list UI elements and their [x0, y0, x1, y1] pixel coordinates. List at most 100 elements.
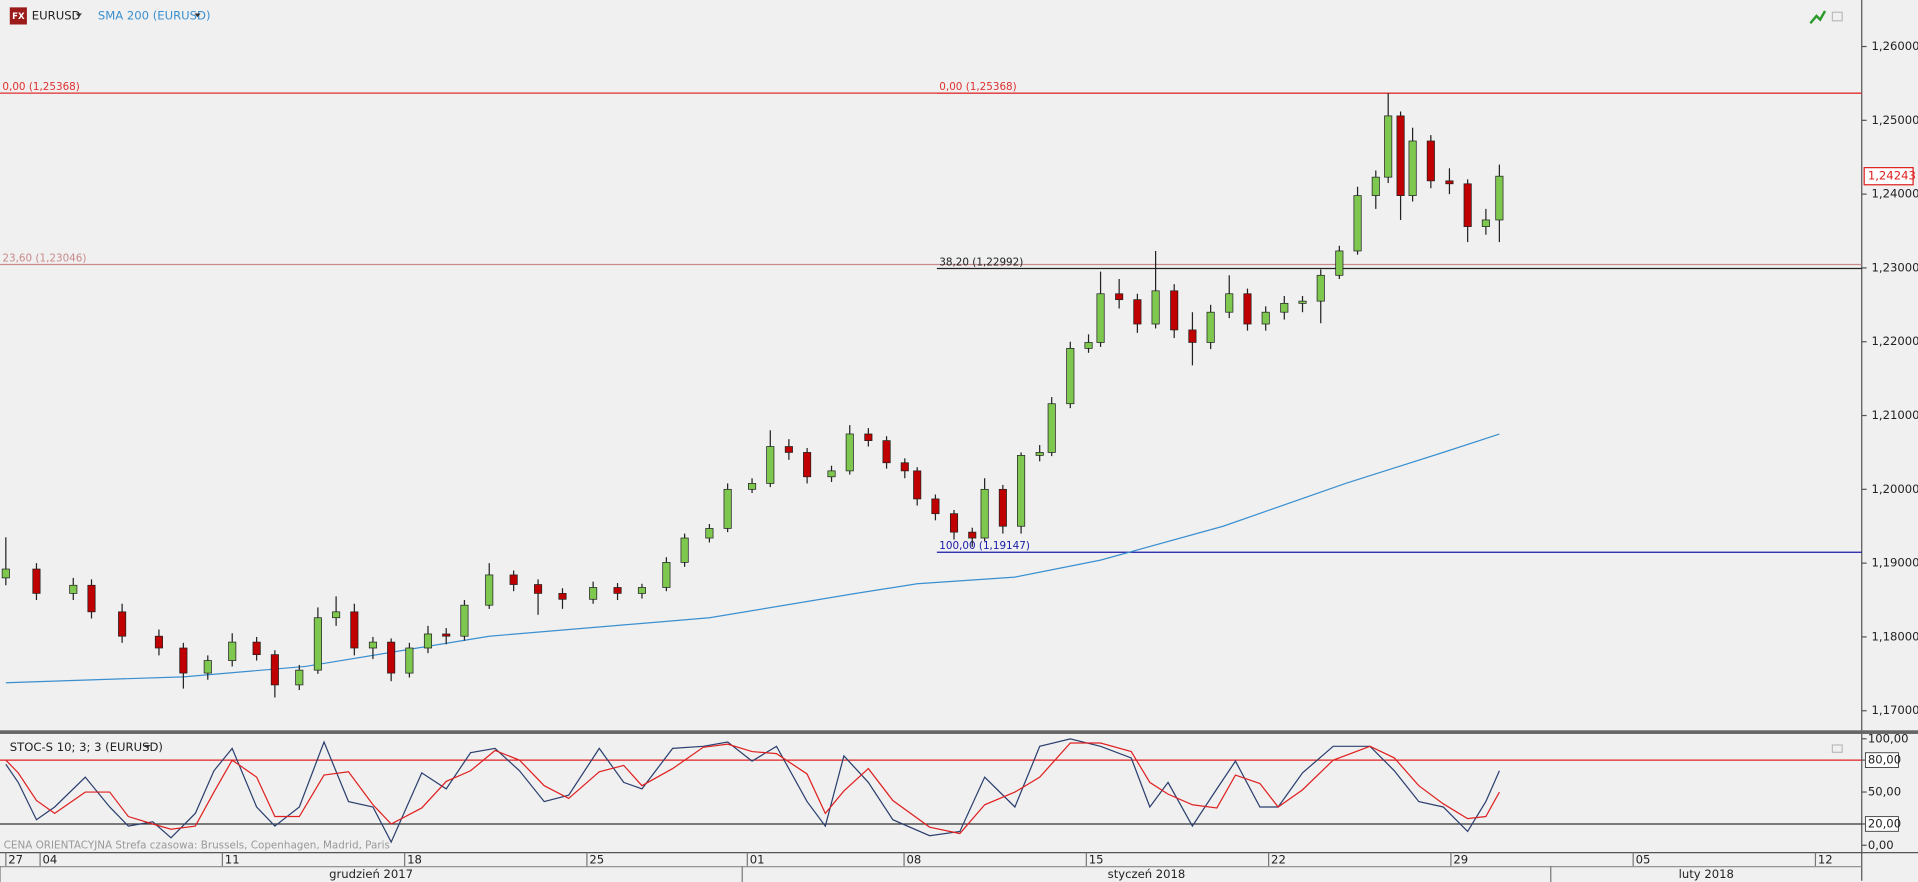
candle-body [1096, 293, 1105, 343]
candle-body [913, 470, 922, 500]
candle-body [864, 433, 873, 441]
fib-level-label: 0,00 (1,25368) [939, 81, 1016, 93]
y-tick-label: 1,23000 [1872, 260, 1918, 274]
candle-body [87, 584, 96, 613]
candle-body [295, 669, 304, 686]
candle-body [558, 593, 567, 600]
candle-body [423, 633, 433, 649]
candle-body [589, 587, 598, 600]
stochastic-line [5, 742, 1500, 835]
candle-body [931, 498, 940, 515]
y-tick-label: 80,00 [1868, 753, 1901, 767]
candle-body [1408, 140, 1417, 196]
candle-body [1445, 180, 1454, 185]
footer-note: CENA ORIENTACYJNA Strefa czasowa: Brusse… [4, 839, 390, 851]
x-tick-label: 29 [1453, 852, 1468, 866]
y-tick-label: 1,25000 [1872, 113, 1918, 127]
candle-body [803, 452, 812, 478]
candle-body [613, 587, 622, 594]
candle-body [968, 531, 977, 539]
candle-body [1384, 115, 1393, 178]
x-tick-label: 11 [225, 852, 240, 866]
candle-body [1084, 342, 1093, 349]
y-tick-label: 1,18000 [1872, 629, 1918, 643]
fib-level-label: 0,00 (1,25368) [2, 81, 79, 93]
dropdown-arrow[interactable] [194, 13, 201, 18]
candle-body [748, 483, 757, 490]
y-tick-label: 1,21000 [1872, 408, 1918, 422]
x-tick-label: 04 [43, 852, 58, 866]
candle-body [509, 574, 518, 585]
y-tick-label: 0,00 [1868, 838, 1894, 852]
candle-body [900, 462, 909, 472]
x-tick-label: 15 [1089, 852, 1104, 866]
last-price-label: 1,24243 [1868, 169, 1916, 183]
y-tick-label: 1,19000 [1872, 556, 1918, 570]
symbol-icon [9, 7, 27, 25]
candle-body [1298, 300, 1307, 304]
month-label: grudzień 2017 [329, 867, 413, 881]
candle-body [1188, 329, 1197, 343]
price-panel: 1,17000 1,18000 1,19000 1,20000 1,21000 1,220… [0, 39, 1918, 882]
dropdown-arrow[interactable] [144, 744, 151, 749]
candle-body [1047, 403, 1056, 453]
sma-line [5, 433, 1500, 684]
candle-body [69, 584, 78, 594]
candle-body [1426, 140, 1435, 182]
x-tick-label: 01 [750, 852, 765, 866]
symbol[interactable]: EURUSD [32, 8, 81, 22]
candle-body [766, 446, 775, 484]
candle-body [460, 604, 469, 637]
candle-body [405, 647, 414, 674]
indicator-title[interactable]: STOC-S 10; 3; 3 (EURUSD) [10, 740, 163, 754]
candle-body [1, 568, 10, 579]
candle-body [1206, 311, 1215, 343]
candle-body [32, 568, 41, 594]
candle-body [1463, 183, 1472, 227]
fib-level-label: 38,20 (1,22992) [939, 256, 1023, 268]
candle-body [534, 584, 543, 594]
candle-body [845, 433, 854, 472]
candle-body [1017, 455, 1026, 527]
y-tick-label: 20,00 [1868, 816, 1901, 830]
stochastic-line [5, 738, 1500, 844]
candle-body [1335, 250, 1344, 276]
candle-body [680, 537, 689, 563]
candle-body [350, 611, 359, 649]
trend-icon[interactable] [1809, 10, 1827, 25]
stochastic-panel: 0,00 20,00 50,00 80,00 100,00 [0, 731, 1908, 852]
fib-level-label: 100,00 (1,19147) [939, 540, 1030, 552]
x-tick-label: 12 [1818, 852, 1833, 866]
panel-separator [0, 730, 1918, 734]
candle-body [252, 641, 261, 656]
x-tick-label: 18 [407, 852, 422, 866]
candle-body [1371, 176, 1380, 196]
window-icon[interactable] [1831, 744, 1843, 753]
y-tick-box [1864, 816, 1899, 832]
y-tick-label: 1,22000 [1872, 334, 1918, 348]
candle-body [980, 488, 989, 539]
symbol-icon-text: FX [12, 12, 25, 22]
candle-body [1170, 290, 1179, 331]
y-tick-label: 1,17000 [1872, 703, 1918, 717]
y-tick-box [1864, 752, 1899, 768]
y-tick-label: 50,00 [1868, 785, 1901, 799]
window-icon[interactable] [1831, 11, 1843, 22]
candle-body [1481, 219, 1490, 227]
candle-body [723, 488, 732, 529]
candle-body [313, 617, 322, 671]
x-tick-label: 27 [8, 852, 23, 866]
candle-body [442, 633, 451, 637]
candle-body [1035, 452, 1044, 456]
candle-body [1151, 290, 1160, 325]
indicator-name[interactable]: SMA 200 (EURUSD) [98, 8, 211, 22]
candle-body [1115, 293, 1124, 301]
y-tick-label: 1,20000 [1872, 482, 1918, 496]
candle-body [179, 647, 188, 674]
candle-body [1495, 175, 1504, 221]
month-label: luty 2018 [1679, 867, 1734, 881]
dropdown-arrow[interactable] [75, 13, 82, 18]
last-price-box [1863, 167, 1914, 186]
